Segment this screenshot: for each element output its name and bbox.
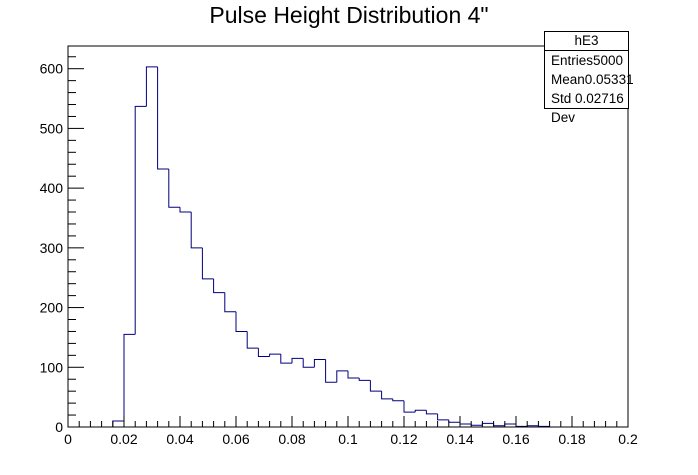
stats-row-entries: Entries 5000 — [545, 51, 628, 70]
histogram-bin — [313, 359, 326, 368]
stats-row-stddev: Std Dev 0.02716 — [545, 89, 628, 125]
y-tick-label: 100 — [40, 359, 64, 375]
histogram-bin — [459, 422, 472, 425]
histogram-bin — [246, 331, 259, 349]
x-tick-label: 0.16 — [502, 431, 529, 447]
y-tick-label: 300 — [40, 240, 64, 256]
histogram-bin — [123, 333, 136, 422]
axis-layer: 0 0.02 0.04 0.06 0.08 0.1 0.12 0.14 0.16 0.18 0.2 0… — [40, 45, 638, 447]
histogram-bin — [224, 292, 236, 313]
histogram-bin — [392, 398, 404, 402]
stats-label-stddev: Std Dev — [551, 91, 576, 125]
histogram-bin — [358, 378, 371, 381]
histogram-bin — [448, 419, 460, 423]
histogram-bin — [257, 348, 270, 358]
histogram-bin — [403, 400, 416, 413]
histogram-bin — [493, 423, 505, 427]
x-tick-label: 0.14 — [446, 431, 473, 447]
histogram-bin — [291, 357, 304, 364]
stats-value-entries: 5000 — [593, 53, 624, 68]
histogram-bin — [381, 391, 393, 400]
histogram-bin — [504, 423, 516, 426]
stats-box: hE3 Entries 5000 Mean 0.05331 Std Dev 0.… — [544, 31, 634, 125]
histogram-bin — [537, 425, 550, 427]
x-tick-label: 0.2 — [618, 431, 638, 447]
histogram-bin — [336, 370, 348, 383]
histogram-bin — [414, 409, 427, 413]
y-tick-label: 200 — [40, 300, 64, 316]
x-tick-label: 0.08 — [278, 431, 305, 447]
x-tick-label: 0.06 — [222, 431, 249, 447]
x-tick-label: 0.18 — [558, 431, 585, 447]
histogram-layer — [68, 66, 628, 428]
stats-label-entries: Entries — [551, 53, 594, 68]
histogram-bin — [437, 413, 449, 421]
histogram-bin — [145, 66, 158, 107]
x-tick-label: 0.1 — [338, 431, 358, 447]
y-tick-label: 400 — [40, 180, 64, 196]
histogram-bin — [235, 311, 248, 332]
histogram-bin — [325, 359, 337, 383]
y-tick-label: 0 — [55, 419, 63, 435]
histogram-bin — [112, 420, 124, 427]
histogram-bin — [134, 105, 147, 335]
histogram-bin — [280, 354, 292, 364]
y-tick-label: 600 — [40, 61, 64, 77]
histogram-bin — [190, 212, 203, 249]
chart-title: Pulse Height Distribution 4" — [209, 2, 489, 28]
histogram-bin — [201, 247, 214, 280]
histogram-bin — [179, 207, 192, 213]
histogram-bin — [168, 169, 180, 208]
stats-value-stddev: 0.02716 — [575, 91, 624, 106]
histogram-bin — [470, 424, 483, 426]
histogram-bin — [302, 358, 315, 368]
histogram-bin — [526, 425, 539, 427]
histogram-bin — [481, 422, 494, 426]
histogram-bin — [269, 353, 281, 357]
histogram-bin — [515, 424, 528, 427]
x-tick-label: 0.02 — [110, 431, 137, 447]
stats-histogram-name: hE3 — [545, 32, 628, 51]
x-tick-label: 0 — [64, 431, 72, 447]
stats-row-mean: Mean 0.05331 — [545, 70, 634, 89]
x-tick-label: 0.12 — [390, 431, 417, 447]
histogram-bin — [347, 370, 360, 379]
x-tick-label: 0.04 — [166, 431, 193, 447]
histogram-bin — [157, 66, 169, 170]
histogram-bin — [369, 380, 382, 392]
histogram-bin — [425, 410, 438, 415]
stats-label-mean: Mean — [551, 72, 585, 87]
histogram-bin — [213, 278, 225, 294]
y-tick-label: 500 — [40, 120, 64, 136]
stats-value-mean: 0.05331 — [584, 72, 634, 87]
